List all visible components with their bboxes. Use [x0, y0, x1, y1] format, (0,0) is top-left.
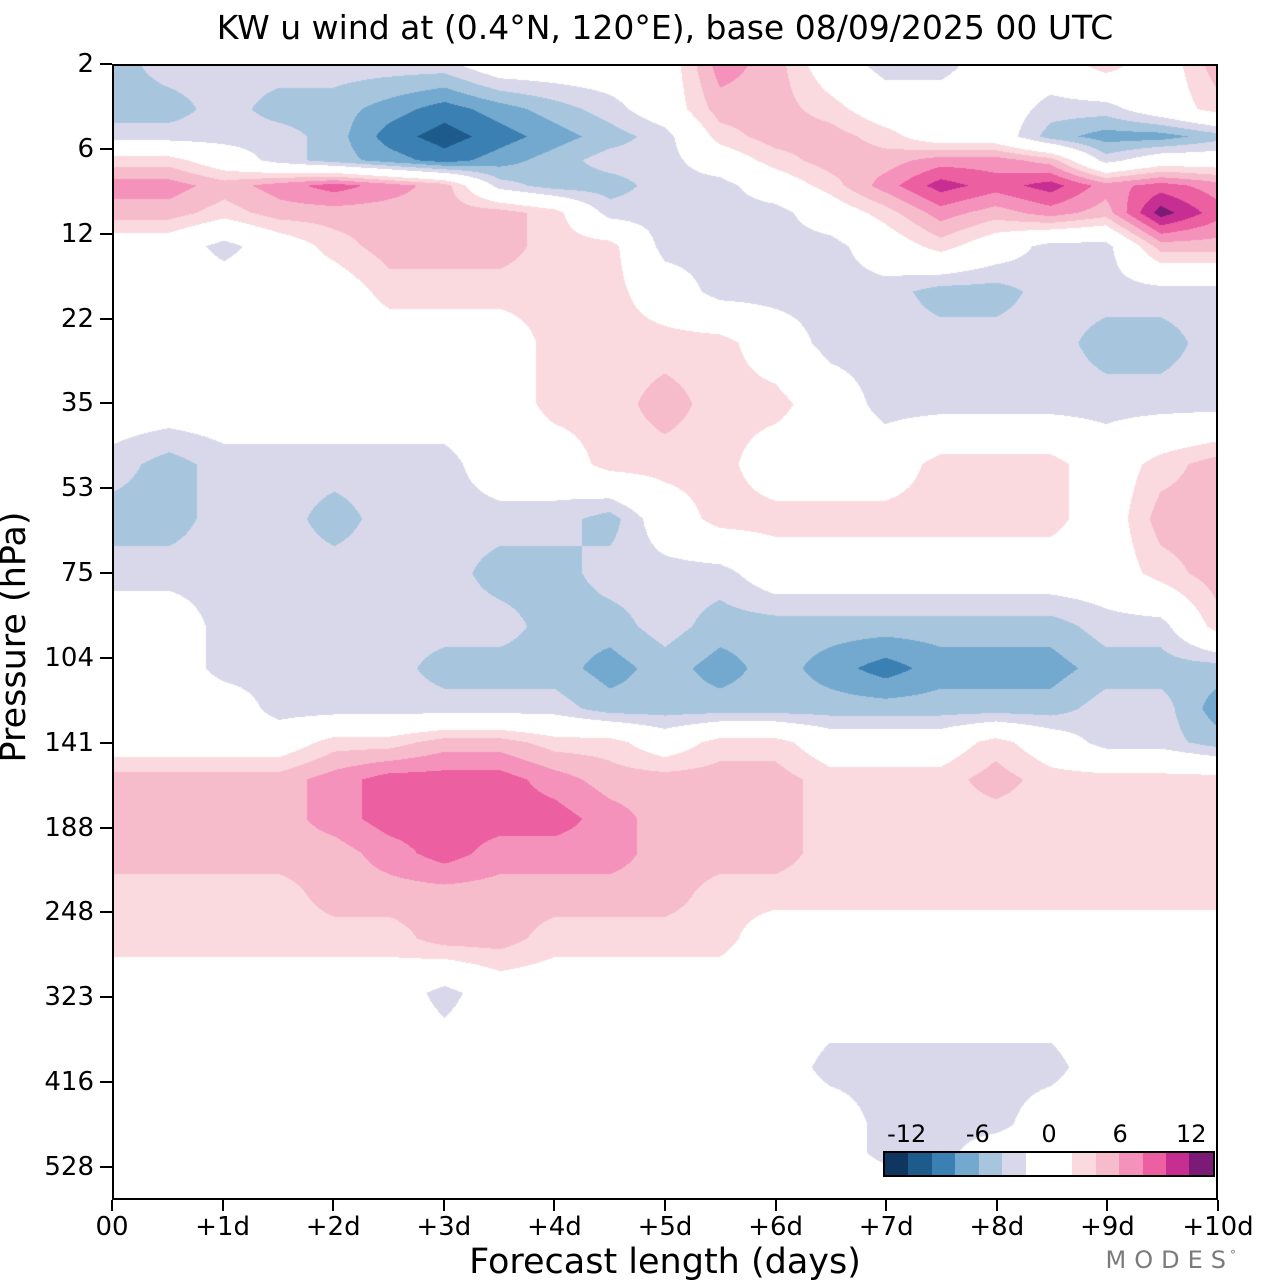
- y-tick-mark: [100, 1081, 112, 1084]
- colorbar-tick-label: 6: [1112, 1120, 1128, 1148]
- y-tick-label: 22: [60, 303, 94, 334]
- x-tick-label: +6d: [748, 1212, 804, 1242]
- x-tick-mark: [664, 1200, 666, 1211]
- modes-logo-degree-icon: °: [1230, 1248, 1236, 1262]
- colorbar-tick-label: 0: [1041, 1120, 1057, 1148]
- y-tick-label: 188: [44, 812, 94, 843]
- colorbar-segment: [1002, 1153, 1026, 1175]
- y-tick-label: 248: [44, 897, 94, 928]
- colorbar-segment: [1142, 1153, 1167, 1175]
- colorbar-segment: [1048, 1153, 1073, 1175]
- colorbar-tick-labels: -12 -6 0 6 12: [883, 1122, 1215, 1150]
- y-tick-label: 416: [44, 1067, 94, 1098]
- y-tick-mark: [100, 656, 112, 659]
- colorbar-segment: [1072, 1153, 1096, 1175]
- y-tick-mark: [100, 996, 112, 999]
- y-tick-label: 2: [77, 49, 94, 79]
- x-axis-label: Forecast length (days): [469, 1242, 861, 1282]
- y-tick-mark: [100, 826, 112, 829]
- y-tick-mark: [100, 232, 112, 235]
- colorbar-segment: [908, 1153, 932, 1175]
- x-tick-mark: [885, 1200, 888, 1211]
- x-tick-mark: [1106, 1200, 1109, 1211]
- y-tick-mark: [100, 911, 112, 914]
- x-tick-mark: [774, 1200, 777, 1211]
- y-tick-mark: [100, 402, 112, 405]
- x-tick-label: +7d: [858, 1212, 914, 1242]
- colorbar-tick-label: 12: [1176, 1120, 1207, 1148]
- x-tick-mark: [332, 1200, 335, 1211]
- x-tick-label: +4d: [526, 1212, 582, 1242]
- plot-area: -12 -6 0 6 12: [112, 64, 1218, 1200]
- x-tick-label: +1d: [195, 1212, 251, 1242]
- modes-logo: MODES°: [1106, 1246, 1236, 1274]
- y-tick-mark: [100, 63, 112, 65]
- x-tick-label: +2d: [305, 1212, 361, 1242]
- x-tick-mark: [221, 1200, 224, 1211]
- y-tick-mark: [100, 1165, 112, 1168]
- y-tick-mark: [100, 317, 112, 320]
- y-tick-mark: [100, 741, 112, 744]
- colorbar-segment: [931, 1153, 956, 1175]
- y-tick-label: 53: [60, 473, 94, 504]
- colorbar-segment: [978, 1153, 1003, 1175]
- colorbar: -12 -6 0 6 12: [883, 1122, 1215, 1180]
- y-tick-label: 141: [44, 727, 94, 758]
- y-tick-label: 12: [60, 218, 94, 249]
- y-tick-mark: [100, 572, 112, 575]
- x-tick-label: +3d: [416, 1212, 472, 1242]
- x-tick-label: +9d: [1079, 1212, 1135, 1242]
- colorbar-tick-label: -12: [887, 1120, 927, 1148]
- x-tick-label: 00: [95, 1212, 129, 1242]
- y-tick-mark: [100, 487, 112, 490]
- x-tick-label: +5d: [637, 1212, 693, 1242]
- colorbar-segment: [885, 1153, 909, 1175]
- y-tick-label: 528: [44, 1151, 94, 1182]
- y-tick-label: 75: [60, 558, 94, 589]
- colorbar-segment: [1025, 1153, 1049, 1175]
- colorbar-segment: [1119, 1153, 1143, 1175]
- contour-field: [114, 66, 1216, 1198]
- colorbar-segment: [1095, 1153, 1120, 1175]
- y-tick-label: 6: [77, 133, 94, 164]
- x-tick-label: +10d: [1182, 1212, 1254, 1242]
- y-tick-mark: [100, 147, 112, 150]
- colorbar-scale: [883, 1151, 1215, 1177]
- y-tick-label: 323: [44, 982, 94, 1013]
- colorbar-segment: [955, 1153, 979, 1175]
- y-tick-label: 35: [60, 388, 94, 419]
- x-tick-mark: [1217, 1200, 1219, 1211]
- chart-title: KW u wind at (0.4°N, 120°E), base 08/09/…: [216, 8, 1114, 47]
- modes-logo-text: MODES: [1105, 1246, 1234, 1274]
- x-tick-mark: [553, 1200, 556, 1211]
- x-tick-mark: [442, 1200, 445, 1211]
- x-tick-mark: [111, 1200, 113, 1211]
- y-tick-label: 104: [44, 642, 94, 673]
- colorbar-segment: [1166, 1153, 1190, 1175]
- colorbar-segment: [1189, 1153, 1213, 1175]
- x-tick-mark: [995, 1200, 998, 1211]
- colorbar-tick-label: -6: [965, 1120, 990, 1148]
- x-tick-label: +8d: [969, 1212, 1025, 1242]
